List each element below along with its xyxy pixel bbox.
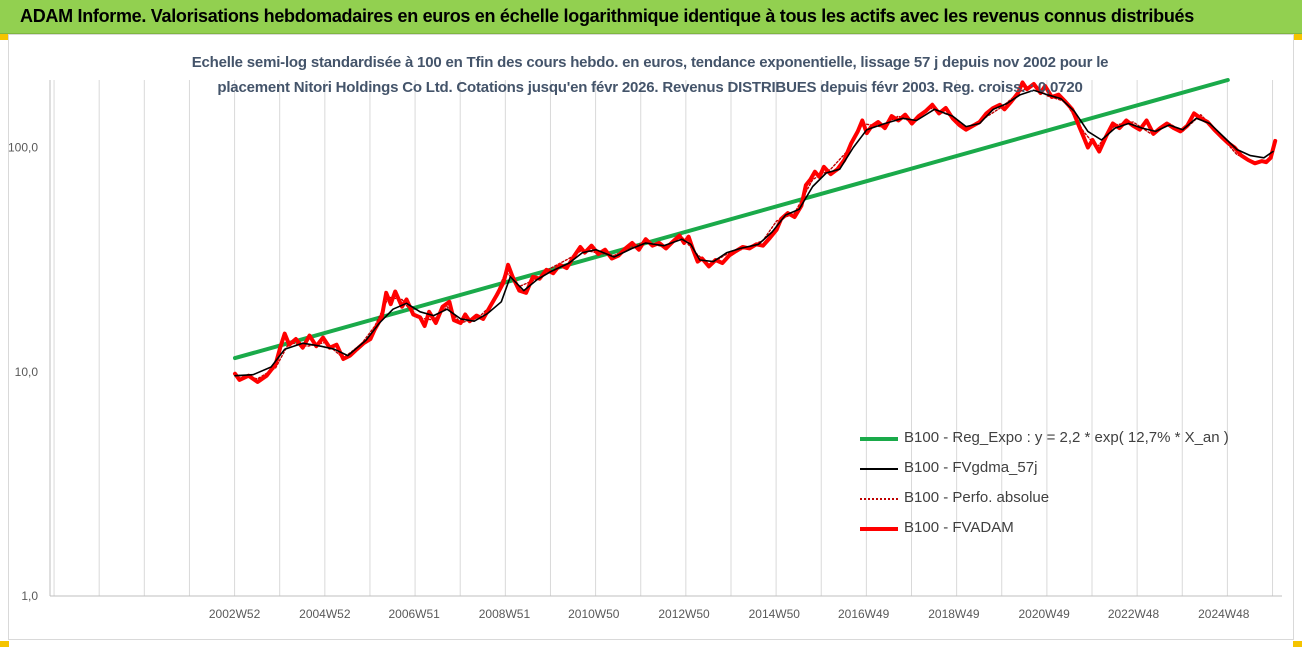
x-tick-label-5: 2012W50 (658, 607, 710, 621)
chart-series (233, 78, 1278, 384)
corner-marker-right (1293, 34, 1302, 40)
chart-title-line-2: placement Nitori Holdings Co Ltd. Cotati… (217, 79, 1083, 96)
corner-marker-bottom-right (1293, 641, 1302, 647)
legend-swatch-perfo (860, 498, 898, 500)
corner-marker-bottom-left (0, 641, 9, 647)
legend-swatch-fvgdma (860, 468, 898, 470)
x-tick-label-2: 2006W51 (388, 607, 440, 621)
legend-swatch-fvadam (860, 527, 898, 531)
x-tick-label-10: 2022W48 (1108, 607, 1160, 621)
chart-tick-labels: 1,0 10,0 100,0 2002W52 2004W52 2006W51 2008W51… (8, 141, 1250, 621)
x-tick-label-8: 2018W49 (928, 607, 980, 621)
x-tick-label-4: 2010W50 (568, 607, 620, 621)
chart-title-line-1: Echelle semi-log standardisée à 100 en T… (191, 54, 1109, 71)
x-tick-label-0: 2002W52 (209, 607, 261, 621)
series-line-1 (234, 89, 1274, 377)
x-tick-label-1: 2004W52 (299, 607, 351, 621)
legend-label-reg-expo: B100 - Reg_Expo : y = 2,2 * exp( 12,7% *… (904, 429, 1229, 446)
series-line-0 (233, 78, 1230, 361)
x-tick-label-9: 2020W49 (1018, 607, 1070, 621)
legend-label-fvgdma: B100 - FVgdma_57j (904, 459, 1038, 476)
y-tick-label-0: 1,0 (21, 589, 38, 603)
report-title: ADAM Informe. Valorisations hebdomadaire… (20, 6, 1194, 26)
x-tick-label-3: 2008W51 (479, 607, 531, 621)
legend-swatch-reg-expo (860, 437, 898, 441)
chart-axes (49, 80, 1282, 597)
x-tick-label-6: 2014W50 (749, 607, 801, 621)
y-tick-label-1: 10,0 (15, 365, 39, 379)
legend-label-fvadam: B100 - FVADAM (904, 519, 1014, 536)
corner-marker-left (0, 34, 9, 40)
x-tick-label-11: 2024W48 (1198, 607, 1250, 621)
chart-frame (8, 34, 1294, 640)
legend-label-perfo: B100 - Perfo. absolue (904, 489, 1050, 506)
x-tick-label-7: 2016W49 (838, 607, 890, 621)
report-banner: ADAM Informe. Valorisations hebdomadaire… (0, 0, 1302, 34)
y-tick-label-2: 100,0 (8, 141, 38, 155)
chart-gridlines (53, 80, 1274, 596)
